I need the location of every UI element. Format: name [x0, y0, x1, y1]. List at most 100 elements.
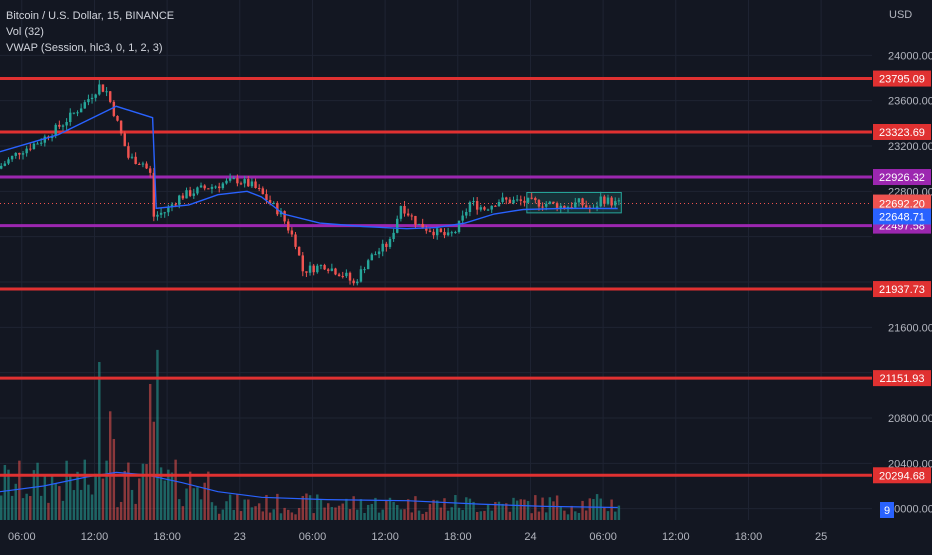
candle [283, 211, 286, 222]
volume-bar [461, 510, 464, 520]
symbol-title[interactable]: Bitcoin / U.S. Dollar, 15, BINANCE [6, 10, 175, 22]
candle [18, 152, 21, 155]
time-tick-label: 06:00 [589, 531, 617, 543]
volume-bar [214, 505, 217, 520]
volume-bar [537, 511, 541, 520]
candle [192, 193, 195, 196]
volume-bar [72, 490, 76, 520]
volume-bar [94, 473, 97, 520]
volume-bar [465, 497, 468, 520]
candle [32, 143, 36, 149]
volume-bar [334, 507, 337, 520]
candle [61, 125, 65, 127]
candle [127, 146, 130, 158]
candle [141, 163, 145, 165]
time-tick-label: 18:00 [444, 531, 472, 543]
candle [148, 168, 152, 173]
candle [461, 215, 464, 221]
volume-bar [32, 470, 36, 520]
candle [297, 246, 301, 256]
volume-bar [14, 483, 17, 520]
candle [312, 265, 315, 273]
volume-bar [366, 504, 370, 520]
candle [83, 102, 86, 109]
vwap-badge [873, 208, 931, 225]
volume-bar [58, 486, 61, 520]
volume-bar [3, 465, 7, 520]
candle [348, 272, 352, 281]
candle [599, 196, 602, 207]
volume-bar [356, 509, 359, 520]
volume-bar [90, 494, 94, 520]
candle [14, 152, 17, 156]
candle [250, 181, 254, 187]
candle [268, 199, 272, 204]
volume-bar [119, 501, 123, 520]
volume-bar [417, 510, 421, 520]
volume-bar [101, 478, 105, 520]
volume-bar [276, 493, 279, 520]
candle [290, 230, 294, 235]
candle [552, 201, 555, 204]
candle [272, 202, 275, 204]
candle [247, 179, 250, 187]
candle [617, 200, 621, 202]
vwap-indicator-label[interactable]: VWAP (Session, hlc3, 0, 1, 2, 3) [6, 42, 163, 54]
candle [58, 124, 61, 127]
volume-bar [207, 471, 210, 520]
candle [116, 115, 119, 121]
volume-bar [388, 497, 392, 520]
volume-bar [225, 501, 228, 520]
candle [356, 281, 359, 284]
candle [159, 212, 163, 215]
price-tick-label: 24000.00 [888, 50, 932, 62]
candle [156, 214, 159, 217]
time-tick-label: 12:00 [81, 531, 109, 543]
price-level-label: 21151.93 [879, 373, 924, 385]
candle [363, 269, 366, 271]
volume-bar [290, 512, 294, 520]
candle [366, 260, 370, 270]
last-price-label: 22692.20 [879, 199, 925, 211]
volume-bar [112, 438, 116, 520]
candle [555, 203, 559, 209]
candle [374, 254, 377, 256]
volume-bar [348, 509, 352, 520]
chart-legend: Bitcoin / U.S. Dollar, 15, BINANCE Vol (… [6, 8, 174, 56]
volume-bar [414, 496, 417, 520]
candle [0, 165, 3, 169]
candle [301, 255, 304, 272]
volume-bar [21, 498, 25, 520]
candle [545, 203, 548, 207]
candle [523, 200, 526, 203]
candle [7, 159, 10, 164]
candle [359, 269, 363, 282]
price-level-badge [873, 370, 931, 387]
volume-bar [236, 494, 239, 520]
price-level-label: 22926.32 [879, 172, 925, 184]
volume-bar [0, 495, 3, 520]
candle [10, 155, 14, 160]
volume-bar [294, 514, 297, 520]
candle [490, 205, 493, 210]
candle [483, 207, 486, 210]
price-level-badge [873, 467, 931, 484]
candle [345, 272, 348, 277]
volume-bar [515, 500, 519, 520]
volume-bar [574, 511, 577, 520]
volume-bar [374, 497, 377, 520]
horizontal-levels[interactable] [0, 77, 872, 477]
candle [36, 143, 39, 145]
candle [530, 197, 533, 199]
time-axis[interactable]: 06:00 12:00 18:00 23 06:00 12:00 18:00 24 06:00 1… [8, 531, 827, 543]
volume-bar [610, 499, 613, 520]
volume-bar [396, 505, 399, 520]
volume-indicator-label[interactable]: Vol (32) [6, 26, 44, 38]
volume-ma-series [0, 471, 618, 509]
candle [577, 198, 581, 203]
volume-bar [141, 463, 145, 520]
